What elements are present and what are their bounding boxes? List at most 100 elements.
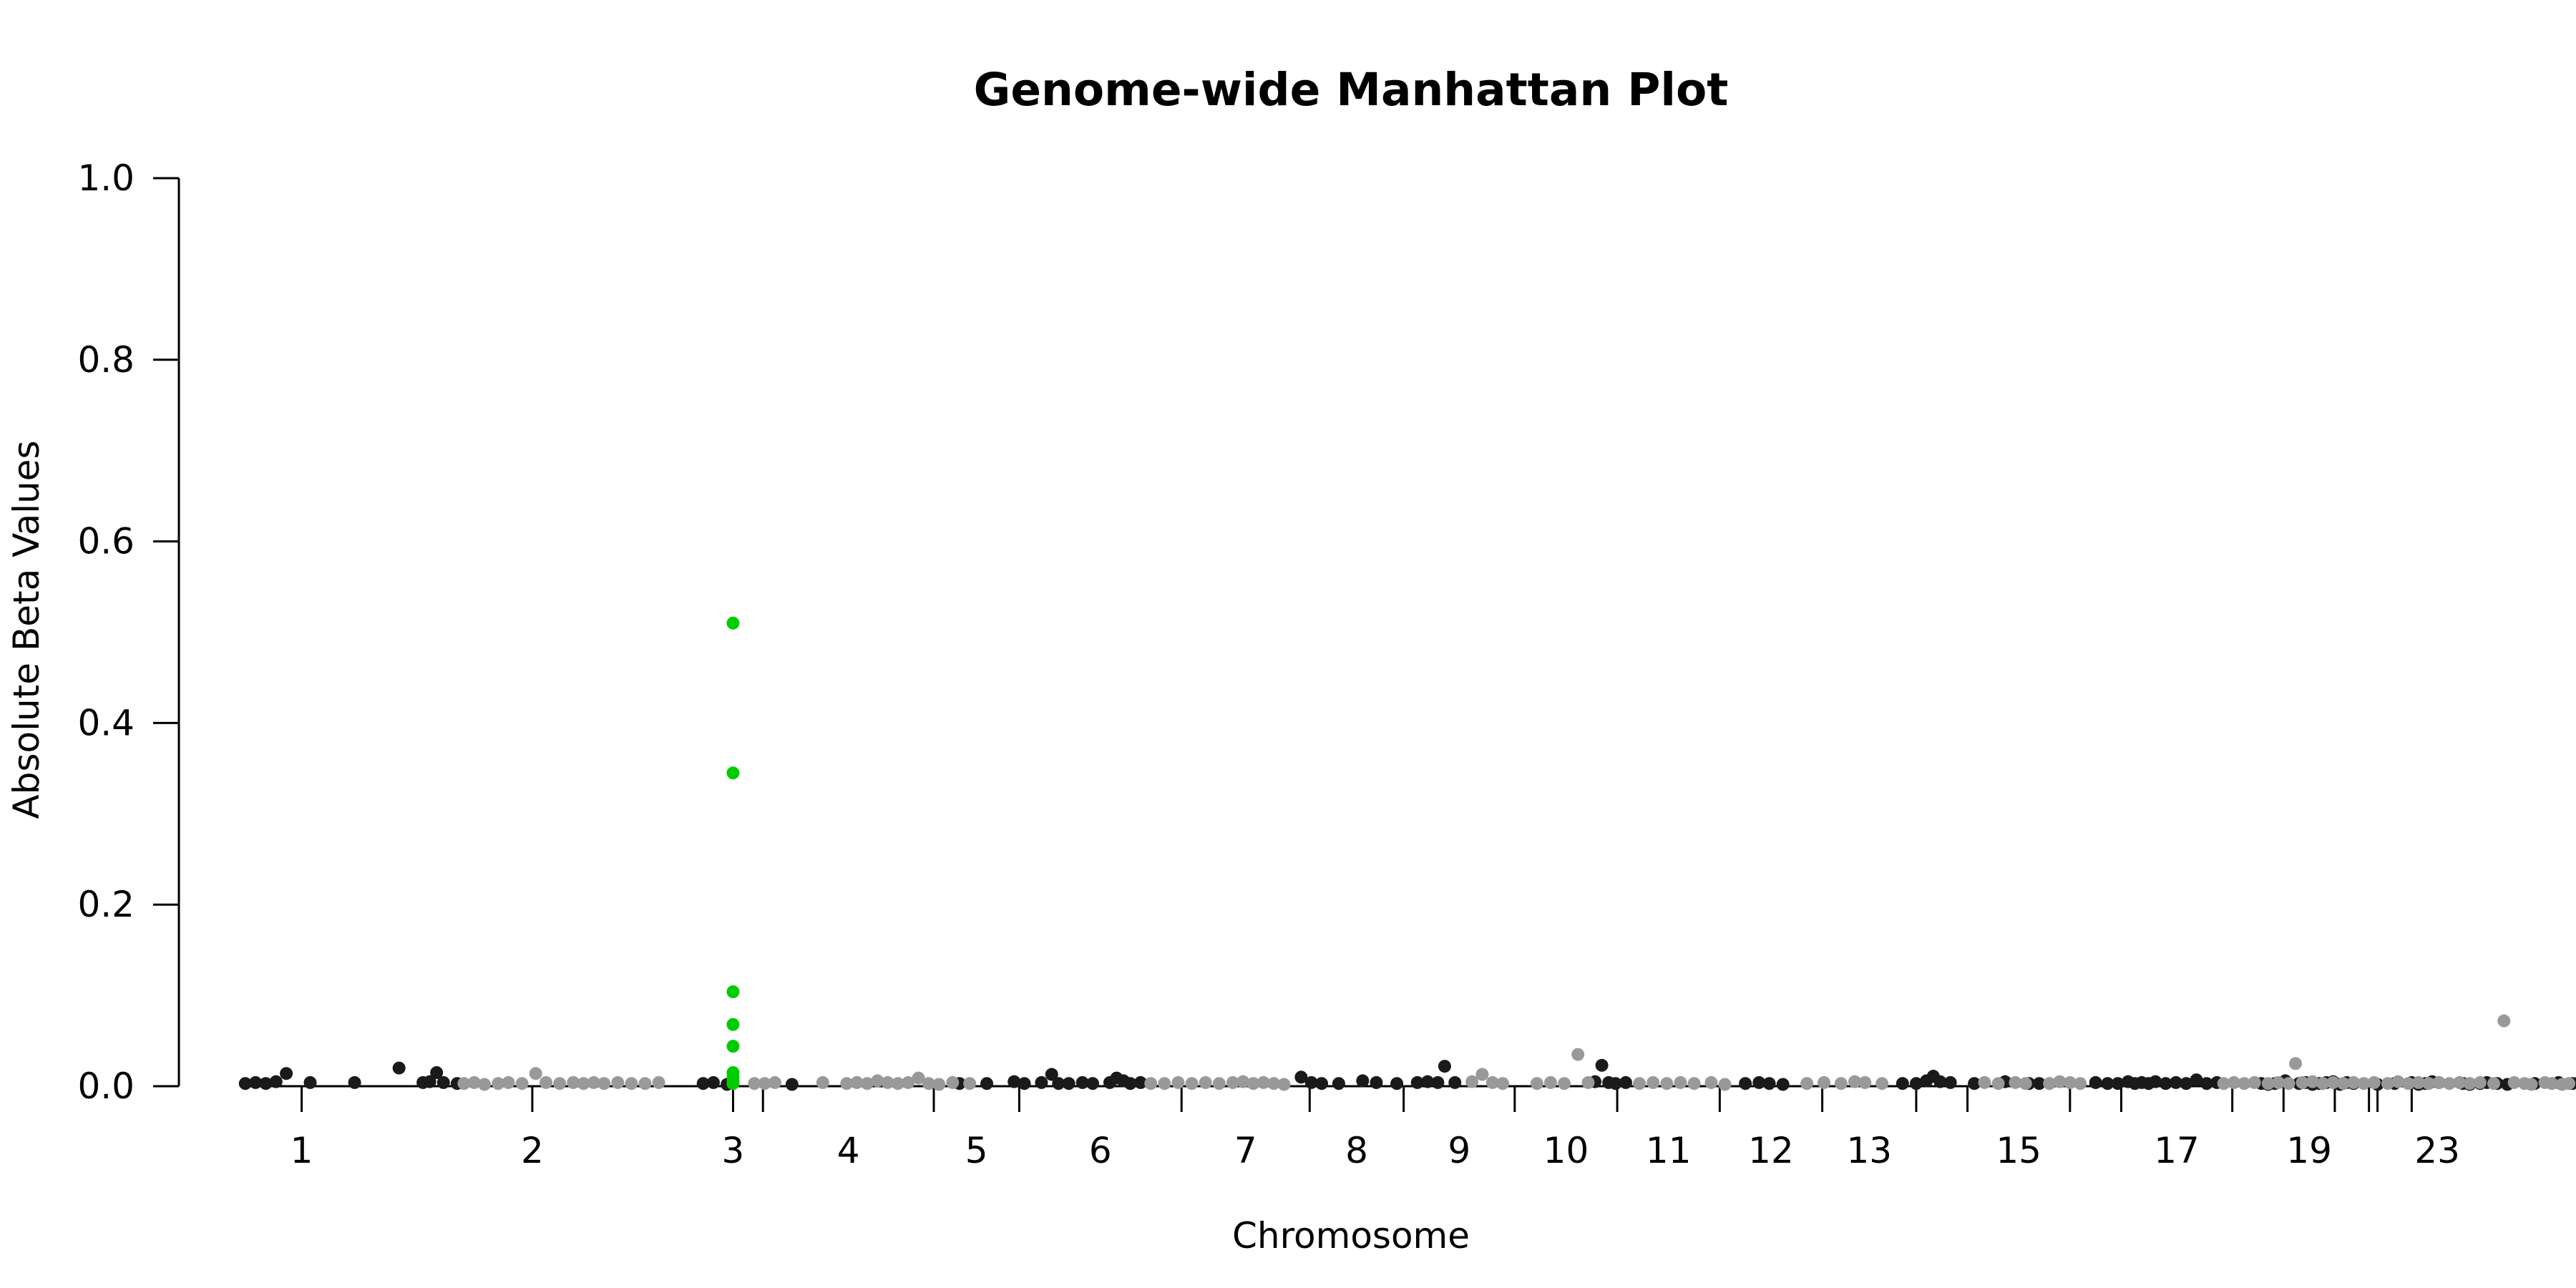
light-point [2487,1077,2500,1091]
chromosome-tick-label: 17 [2154,1130,2200,1171]
light-point [891,1077,904,1091]
dark-point [1062,1077,1075,1091]
light-point [1171,1075,1185,1089]
light-point [758,1077,771,1091]
light-point [652,1075,665,1089]
dark-point [2190,1073,2203,1087]
dark-point [2200,1077,2213,1091]
dark-point [1018,1077,1031,1091]
y-tick-label: 1.0 [77,157,135,199]
light-point [922,1077,935,1091]
dark-point [249,1075,263,1089]
dark-point [1356,1074,1370,1088]
dark-point [303,1075,317,1089]
light-point [2381,1077,2394,1091]
dark-point [1438,1060,1451,1073]
dark-point [1762,1077,1776,1091]
light-point [2019,1077,2032,1091]
light-point [2043,1077,2057,1091]
light-point [2411,1075,2425,1089]
light-point [2336,1077,2350,1091]
dark-point [1035,1075,1048,1089]
light-point [2063,1075,2077,1089]
y-tick-label: 0.8 [77,339,135,381]
dark-point [980,1077,994,1091]
light-point [1158,1077,1171,1091]
y-axis-label: Absolute Beta Values [6,441,47,819]
dark-point [1909,1077,1923,1091]
light-point [1496,1077,1510,1091]
light-point [1687,1077,1701,1091]
light-point [1475,1068,1489,1081]
light-point [492,1077,505,1091]
chromosome-tick-label: 13 [1846,1130,1892,1171]
dark-point [1075,1075,1089,1089]
light-point [1543,1075,1557,1089]
chart-title: Genome-wide Manhattan Plot [974,64,1729,116]
dark-point [1315,1077,1329,1091]
dark-point [1052,1077,1065,1091]
chromosome-tick-label: 1 [291,1130,313,1171]
light-point [932,1078,946,1091]
light-point [860,1077,874,1091]
light-point [1465,1075,1479,1088]
light-point [1674,1075,1687,1089]
light-point [840,1077,854,1091]
light-point [1858,1075,1872,1089]
light-point [912,1071,925,1085]
light-point [2074,1077,2087,1091]
dark-point [1332,1077,1345,1091]
light-point [2228,1075,2241,1089]
dark-point [1304,1075,1318,1089]
x-axis: 1 2 3 4 5 6 7 8 9 10 11 12 13 15 17 19 23 [242,1085,2463,1171]
light-point [2432,1075,2446,1089]
dark-point [280,1067,293,1080]
highlight-point [726,1040,740,1053]
dark-point [269,1075,283,1088]
light-point [2391,1075,2405,1088]
dark-point [259,1077,273,1091]
light-point [1144,1077,1158,1091]
dark-point [2180,1077,2193,1091]
dark-point [436,1075,450,1089]
light-point [1212,1077,1226,1091]
light-point [1277,1078,1291,1091]
light-point [2453,1075,2467,1089]
light-point [748,1077,761,1091]
chromosome-tick-label: 2 [521,1130,544,1171]
light-point [2473,1075,2487,1089]
light-point [2238,1077,2251,1091]
light-point [1558,1077,1571,1091]
dark-point [1045,1068,1058,1081]
light-point [567,1075,580,1089]
light-point [2272,1075,2285,1089]
chromosome-tick-label: 3 [722,1130,745,1171]
highlight-point [726,766,740,780]
light-point [1236,1075,1250,1088]
x-axis-label: Chromosome [1232,1215,1470,1257]
light-point [2562,1077,2576,1091]
highlight-point [726,616,740,630]
dark-point [238,1077,252,1091]
light-point [2347,1075,2361,1089]
light-point [2463,1077,2477,1091]
dark-point [2101,1077,2114,1091]
y-tick-label: 0.4 [77,702,135,743]
light-point [457,1077,471,1091]
dark-point [1086,1077,1100,1091]
chromosome-tick-label: 19 [2286,1130,2332,1171]
light-point [2507,1075,2521,1089]
dark-point [2089,1075,2102,1089]
light-point [625,1077,638,1091]
dark-point [2032,1077,2046,1091]
light-point [1818,1075,1831,1089]
light-point [1581,1075,1595,1089]
light-point [1875,1077,1889,1091]
light-point [1530,1077,1543,1091]
light-point [946,1075,960,1089]
light-point [1226,1075,1239,1089]
dark-point [1410,1075,1424,1089]
chromosome-tick-label: 4 [837,1130,860,1171]
light-point [2261,1077,2275,1091]
